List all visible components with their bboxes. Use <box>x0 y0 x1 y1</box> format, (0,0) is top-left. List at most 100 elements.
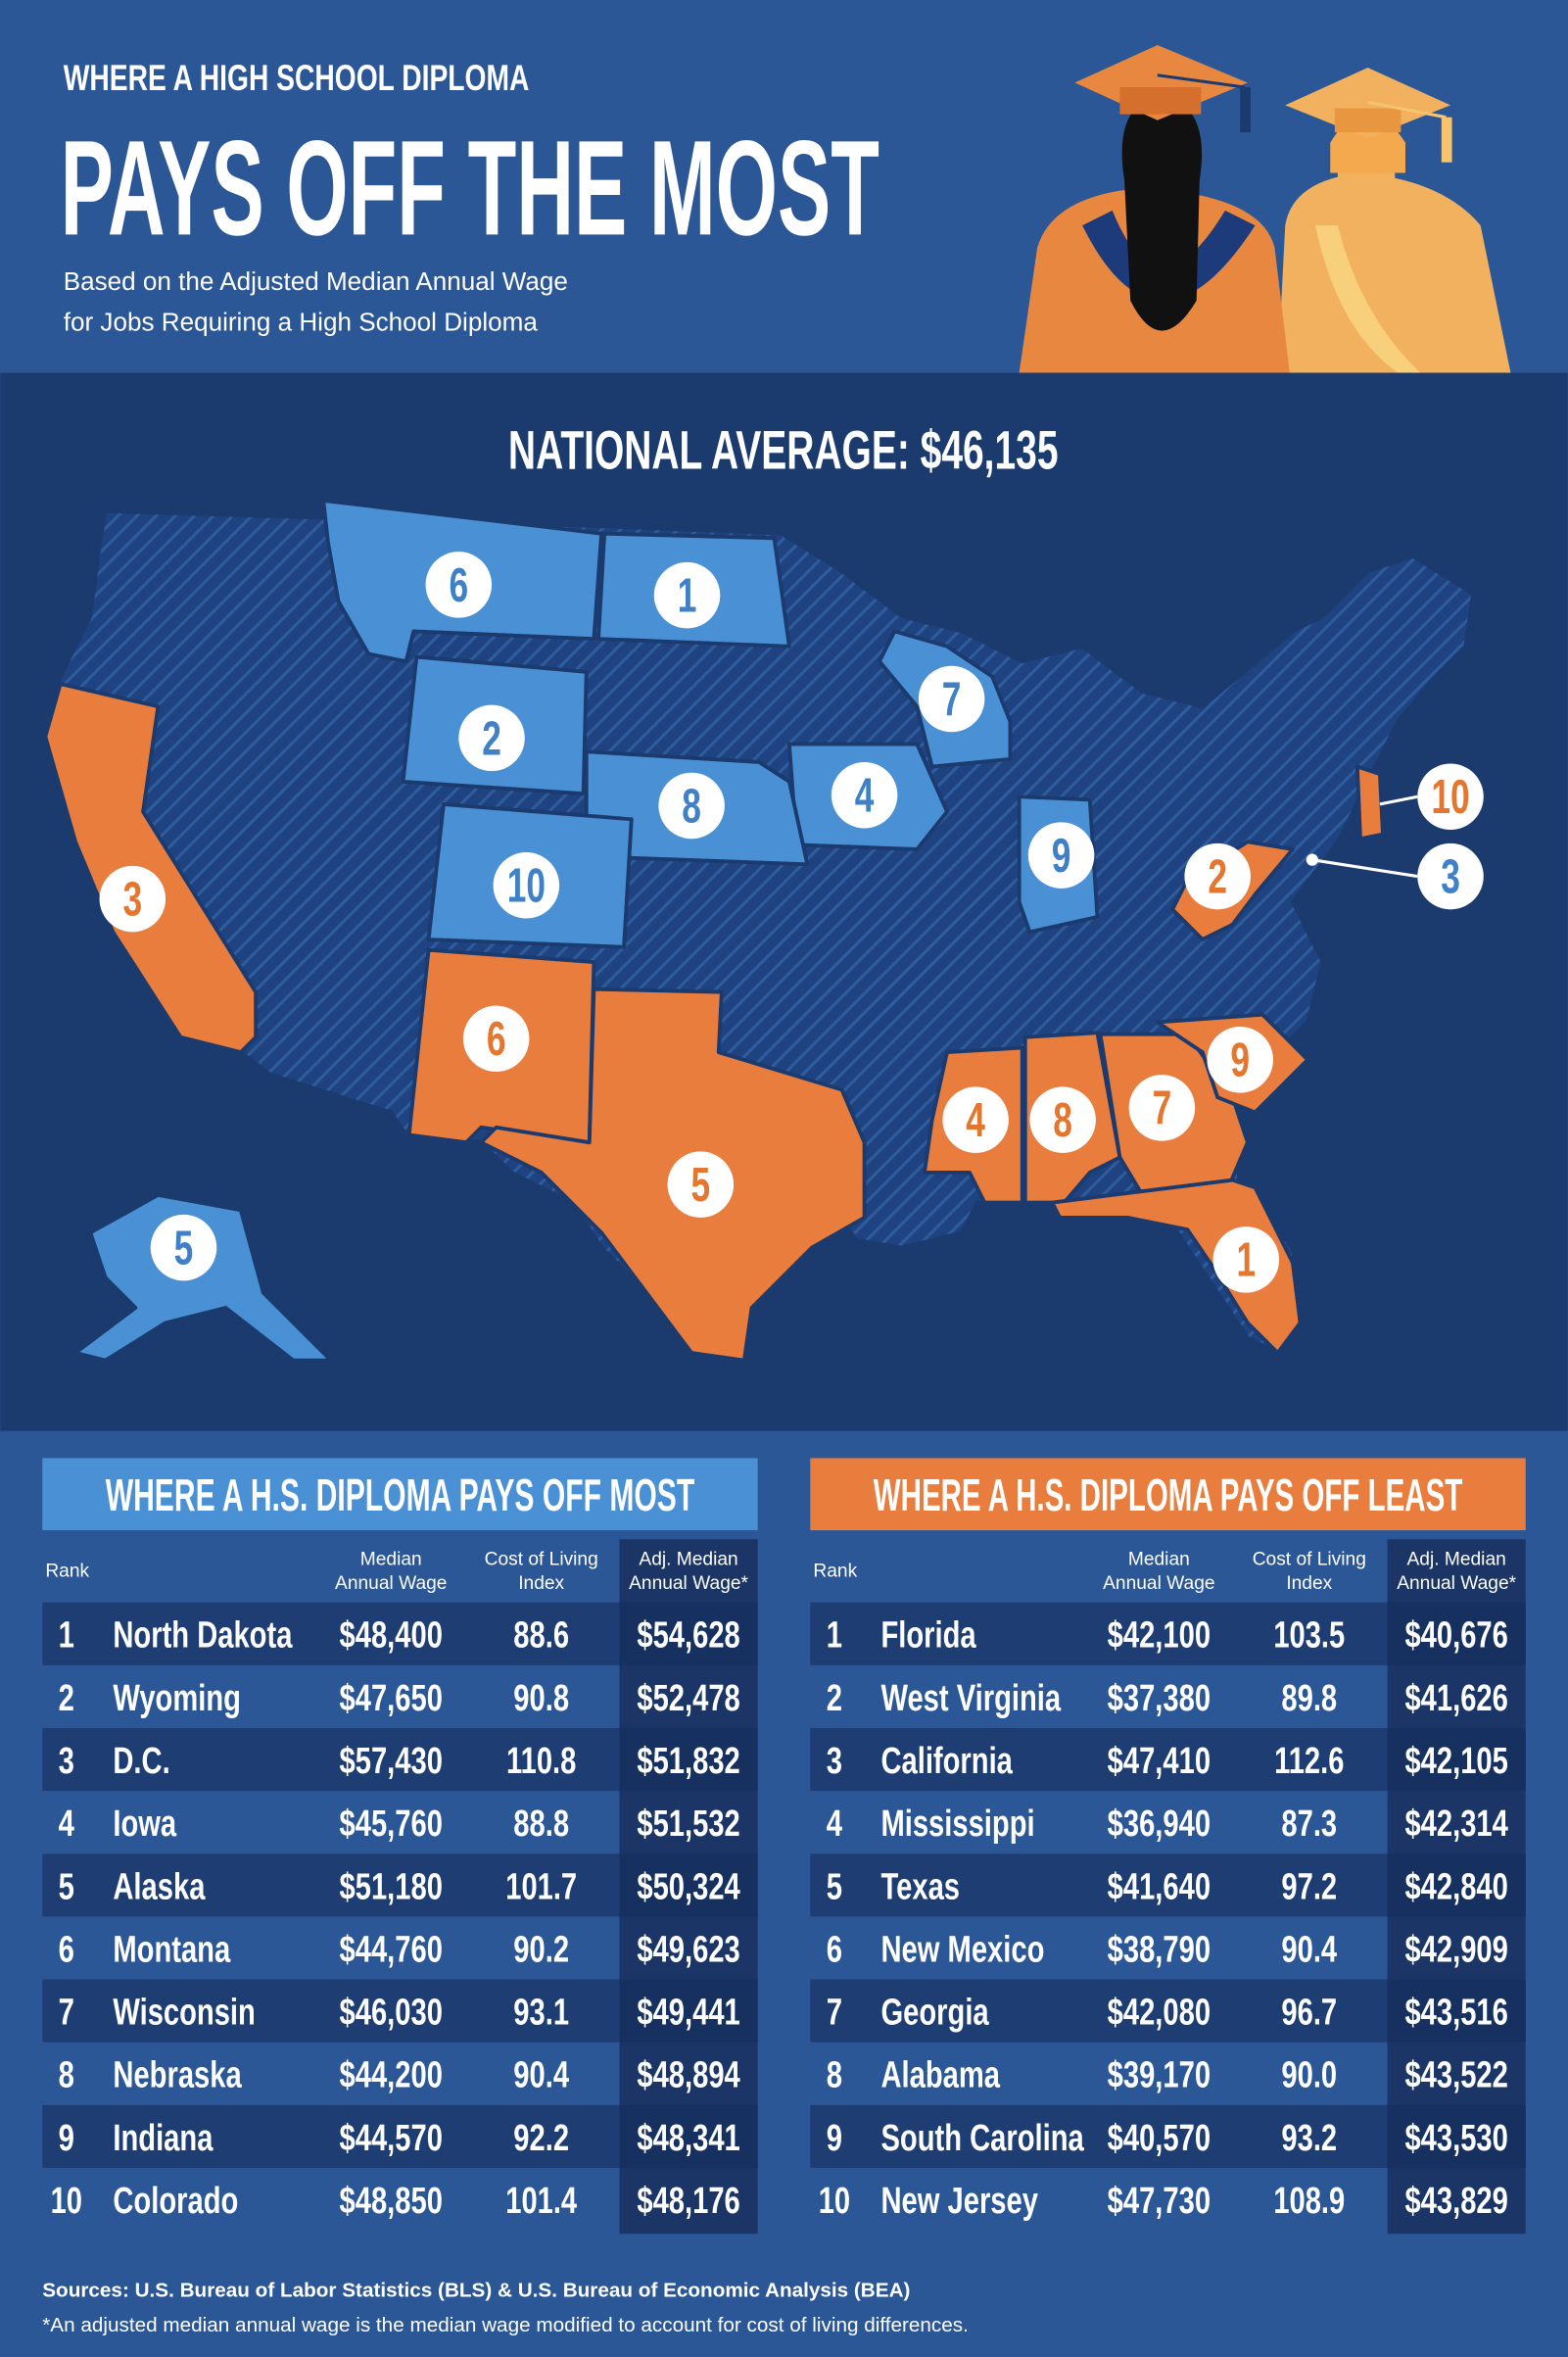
row-band <box>42 1979 620 2043</box>
row-band <box>810 1602 1388 1665</box>
marker-label: 8 <box>682 780 701 833</box>
table-cell: $43,530 <box>1404 2117 1507 2159</box>
table-cell: 87.3 <box>1281 1803 1337 1845</box>
table-cell: 93.2 <box>1281 2117 1337 2159</box>
row-band <box>619 1602 758 1665</box>
table-cell: 7 <box>59 1992 74 2034</box>
table-cell: 2 <box>59 1677 74 1719</box>
table-cell: 103.5 <box>1273 1614 1345 1657</box>
marker-label: 6 <box>487 1013 506 1066</box>
table-cell: $47,730 <box>1108 2180 1211 2222</box>
table-cell: $48,850 <box>340 2180 443 2222</box>
table-cell: $40,570 <box>1108 2117 1211 2159</box>
marker-label: 4 <box>855 770 875 823</box>
marker-label: 10 <box>507 860 546 913</box>
table-cell: 5 <box>59 1865 74 1907</box>
column-header: Rank <box>813 1562 857 1582</box>
marker-circle <box>1417 842 1484 910</box>
table-cell: 8 <box>827 2054 842 2096</box>
column-header: Annual Wage* <box>1397 1573 1516 1594</box>
row-band <box>1387 1602 1526 1665</box>
state-name: Mississippi <box>880 1803 1034 1845</box>
table-cell: $42,105 <box>1404 1740 1507 1782</box>
table-cell: $54,628 <box>637 1614 739 1657</box>
marker-label: 5 <box>691 1159 711 1212</box>
table-cell: 101.4 <box>505 2180 577 2222</box>
marker-circle <box>1207 1027 1273 1093</box>
table-cell: $48,894 <box>637 2054 740 2096</box>
table-cell: 90.4 <box>1281 1928 1337 1970</box>
table-cell: $43,516 <box>1404 1992 1507 2034</box>
tables: WHERE A H.S. DIPLOMA PAYS OFF MOST Rank Me… <box>42 1458 1526 2235</box>
marker-label: 9 <box>1052 830 1071 883</box>
marker-circle <box>658 772 725 840</box>
table-cell: $40,676 <box>1404 1614 1507 1657</box>
marker-circle <box>462 1005 530 1073</box>
marker-circle <box>918 665 985 733</box>
table-cell: $47,410 <box>1108 1740 1211 1782</box>
table-cell: $39,170 <box>1108 2054 1211 2096</box>
table-cell: 93.1 <box>513 1992 569 2034</box>
row-band <box>810 1853 1388 1917</box>
table-cell: $51,832 <box>637 1740 739 1782</box>
row-band <box>810 2104 1388 2168</box>
marker-label: 1 <box>678 570 697 623</box>
table-cell: 110.8 <box>506 1740 576 1782</box>
column-header: Median <box>1128 1549 1190 1569</box>
subtitle-line: for Jobs Requiring a High School Diploma <box>64 308 539 337</box>
table-cell: $42,080 <box>1108 1992 1211 2034</box>
table-cell: 88.8 <box>513 1803 569 1845</box>
kicker: WHERE A HIGH SCHOOL DIPLOMA <box>64 58 530 98</box>
state-name: New Mexico <box>880 1928 1044 1970</box>
marker-circle <box>653 561 721 629</box>
state-name: North Dakota <box>113 1614 293 1657</box>
table-cell: $44,570 <box>340 2117 443 2159</box>
marker-label: 1 <box>1237 1234 1257 1287</box>
table-cell: $41,640 <box>1108 1865 1211 1907</box>
table-cell: $42,909 <box>1404 1928 1507 1970</box>
marker-circle <box>667 1151 735 1218</box>
column-header: Median <box>360 1549 422 1569</box>
state-name: Colorado <box>113 2180 238 2222</box>
table-cell: 9 <box>827 2117 842 2159</box>
table-cell: $42,840 <box>1404 1865 1507 1907</box>
table-cell: 92.2 <box>513 2117 569 2159</box>
table-cell: $44,760 <box>340 1928 443 1970</box>
marker-label: 4 <box>966 1094 985 1147</box>
row-band <box>1387 1853 1526 1917</box>
state-name: Texas <box>880 1865 960 1907</box>
marker-label: 2 <box>1208 850 1227 903</box>
table-cell: 2 <box>827 1677 842 1719</box>
table-cell: $50,324 <box>637 1865 740 1907</box>
table-cell: 4 <box>827 1803 843 1845</box>
table-cell: 7 <box>827 1992 842 2034</box>
row-band <box>810 1727 1388 1792</box>
marker-label: 10 <box>1431 771 1469 824</box>
table-cell: 90.0 <box>1281 2054 1337 2096</box>
table-cell: 6 <box>59 1928 74 1970</box>
row-band <box>1387 2104 1526 2168</box>
state-name: Alaska <box>113 1865 206 1907</box>
table-cell: $42,314 <box>1404 1803 1508 1845</box>
state-name: West Virginia <box>880 1677 1061 1719</box>
state-name: Montana <box>113 1928 230 1970</box>
marker-label: 3 <box>1441 850 1460 903</box>
table-cell: $47,650 <box>340 1677 443 1719</box>
table-cell: 88.6 <box>513 1614 569 1657</box>
footnote: *An adjusted median annual wage is the m… <box>42 2314 969 2336</box>
marker-circle <box>493 852 560 919</box>
table-cell: $38,790 <box>1108 1928 1211 1970</box>
table-cell: 89.8 <box>1281 1677 1337 1719</box>
table-cell: 90.4 <box>513 2054 569 2096</box>
table-cell: 4 <box>59 1803 75 1845</box>
table-banner <box>42 1458 758 1531</box>
state-name: New Jersey <box>880 2180 1038 2222</box>
state-name: Florida <box>880 1614 976 1657</box>
marker-circle <box>1184 842 1251 910</box>
marker-circle <box>150 1214 217 1281</box>
table-cell: $57,430 <box>340 1740 443 1782</box>
table-cell: 3 <box>827 1740 842 1782</box>
table-cell: 97.2 <box>1281 1865 1337 1907</box>
row-band <box>42 1602 620 1665</box>
table-cell: $41,626 <box>1404 1677 1507 1719</box>
